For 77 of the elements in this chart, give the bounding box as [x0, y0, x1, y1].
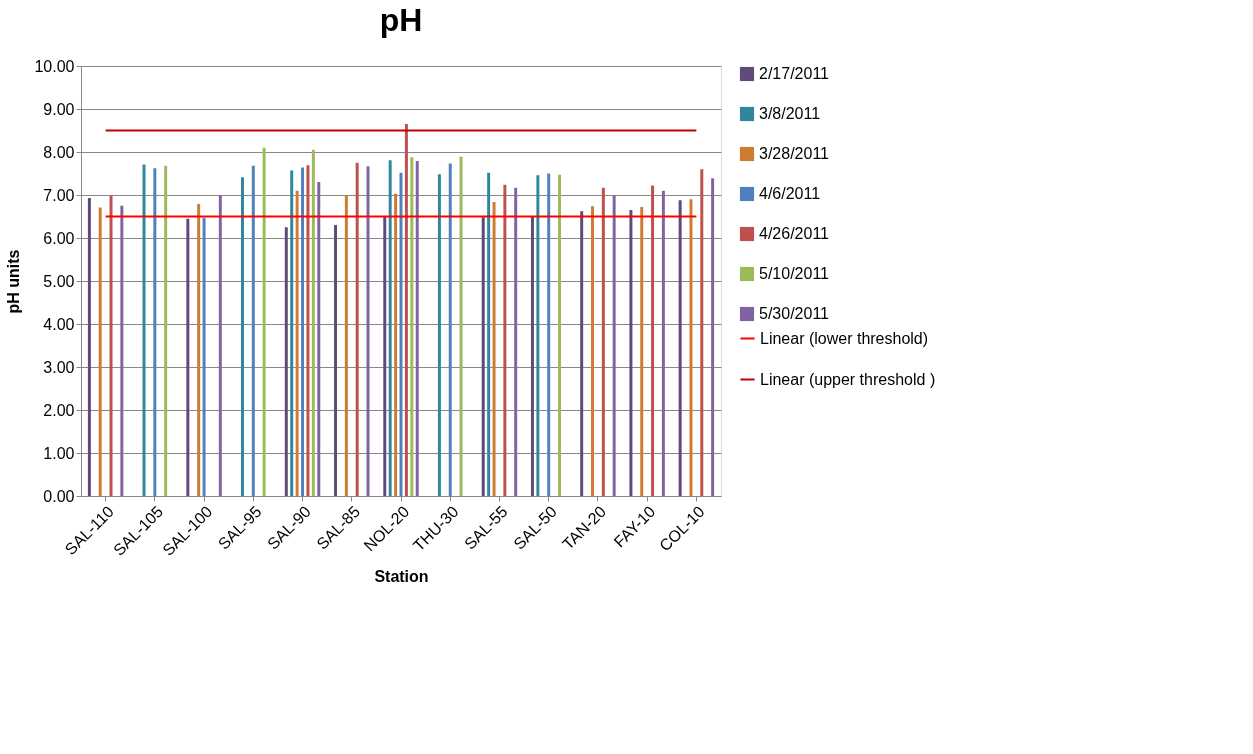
x-axis-title: Station	[374, 567, 429, 585]
y-tick-label: 5.00	[43, 272, 75, 290]
bar	[661, 190, 665, 496]
y-tick-label: 3.00	[43, 358, 75, 376]
bar	[678, 200, 682, 496]
bar	[202, 217, 206, 496]
legend-label: Linear (lower threshold)	[760, 329, 929, 347]
legend-label: 3/8/2011	[759, 105, 821, 122]
bar	[481, 217, 485, 496]
bar	[153, 168, 157, 496]
bar	[689, 199, 693, 496]
bar	[306, 165, 310, 496]
bar	[164, 165, 168, 496]
bar	[459, 156, 463, 496]
y-tick-label: 8.00	[43, 143, 75, 161]
bar	[344, 195, 348, 496]
bar	[651, 185, 655, 496]
bar	[580, 211, 584, 496]
bar	[197, 204, 201, 496]
bar	[87, 198, 91, 496]
bar	[558, 174, 561, 496]
bar	[640, 207, 644, 496]
bar	[448, 163, 452, 496]
bar	[530, 216, 534, 496]
bar	[98, 207, 102, 496]
bar	[536, 175, 540, 496]
legend-label: 5/10/2011	[759, 265, 830, 282]
legend-label: 3/28/2011	[759, 145, 830, 162]
bar	[334, 225, 338, 496]
chart-title: pH	[379, 2, 423, 38]
bar	[262, 147, 266, 496]
bar	[290, 170, 294, 496]
y-tick-label: 10.00	[34, 57, 75, 75]
bar	[410, 157, 414, 496]
bar	[388, 160, 392, 496]
bar	[547, 173, 551, 496]
y-axis-title: pH units	[5, 249, 23, 314]
y-tick-label: 2.00	[43, 401, 75, 419]
bar	[186, 218, 190, 496]
y-tick-label: 7.00	[43, 186, 75, 204]
y-tick-label: 6.00	[43, 229, 75, 247]
bar	[317, 182, 321, 496]
bar	[394, 193, 398, 496]
bar	[295, 190, 299, 496]
legend-label: 5/30/2011	[759, 305, 830, 322]
bar	[120, 205, 124, 496]
y-tick-label: 4.00	[43, 315, 75, 333]
y-tick-label: 9.00	[43, 100, 75, 118]
bar	[601, 187, 605, 496]
legend-label: 2/17/2011	[759, 65, 830, 82]
legend-label: 4/6/2011	[759, 185, 821, 202]
bar	[355, 162, 359, 496]
bar	[612, 195, 616, 496]
bar	[492, 201, 496, 496]
bar	[404, 124, 408, 496]
bar	[241, 177, 244, 496]
y-tick-label: 1.00	[43, 444, 75, 462]
bar	[301, 167, 305, 496]
bar	[142, 164, 146, 496]
bar	[311, 149, 315, 496]
y-tick-label: 0.00	[43, 487, 75, 505]
bar	[629, 210, 633, 496]
legend-label: 4/26/2011	[759, 225, 830, 242]
bar	[591, 206, 594, 496]
bar	[700, 169, 704, 496]
bar	[437, 174, 441, 496]
bar	[503, 184, 507, 496]
legend-label: Linear (upper threshold )	[760, 370, 936, 388]
bar	[284, 227, 288, 496]
bar	[711, 178, 715, 496]
bar	[383, 216, 387, 496]
bar	[251, 165, 255, 496]
bar	[487, 172, 491, 496]
bar	[218, 195, 222, 496]
bar	[415, 161, 419, 496]
bar	[514, 187, 518, 496]
bar	[109, 195, 113, 496]
